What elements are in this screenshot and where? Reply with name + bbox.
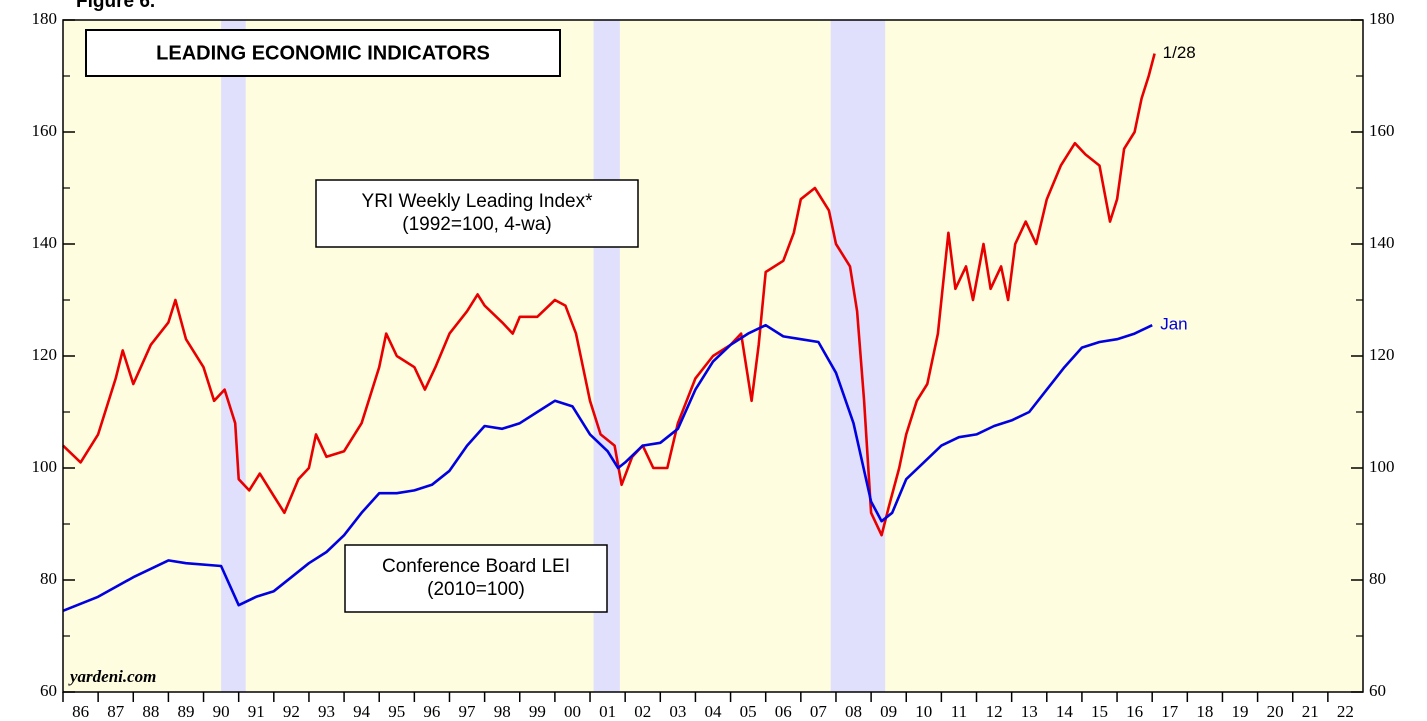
x-tick-label: 22 xyxy=(1337,702,1354,721)
x-tick-label: 92 xyxy=(283,702,300,721)
x-tick-label: 10 xyxy=(915,702,932,721)
x-tick-label: 09 xyxy=(880,702,897,721)
x-tick-label: 98 xyxy=(494,702,511,721)
series-label: YRI Weekly Leading Index* xyxy=(362,191,594,212)
recession-band xyxy=(221,20,246,692)
end-label: 1/28 xyxy=(1163,43,1196,62)
x-tick-label: 86 xyxy=(72,702,89,721)
label-box xyxy=(344,544,608,613)
x-tick-label: 14 xyxy=(1056,702,1074,721)
x-tick-label: 97 xyxy=(459,702,477,721)
x-tick-label: 01 xyxy=(599,702,616,721)
title-box xyxy=(85,29,561,77)
x-tick-label: 95 xyxy=(388,702,405,721)
x-tick-label: 03 xyxy=(669,702,686,721)
x-tick-label: 89 xyxy=(177,702,194,721)
x-tick-label: 13 xyxy=(1021,702,1038,721)
series-note: (1992=100, 4-wa) xyxy=(402,214,551,235)
end-label: Jan xyxy=(1160,315,1187,334)
x-tick-label: 05 xyxy=(740,702,757,721)
x-tick-label: 94 xyxy=(353,702,371,721)
y2-tick-label: 140 xyxy=(1369,233,1395,252)
y-tick-label: 160 xyxy=(32,121,58,140)
x-tick-label: 20 xyxy=(1267,702,1284,721)
series-label: Conference Board LEI xyxy=(382,556,570,577)
x-tick-label: 87 xyxy=(107,702,125,721)
y2-tick-label: 120 xyxy=(1369,345,1395,364)
chart-title: LEADING ECONOMIC INDICATORS xyxy=(156,42,490,64)
x-tick-label: 93 xyxy=(318,702,335,721)
recession-band xyxy=(830,20,886,692)
x-tick-label: 11 xyxy=(951,702,967,721)
y-tick-label: 100 xyxy=(32,457,58,476)
x-tick-label: 12 xyxy=(986,702,1003,721)
x-tick-label: 90 xyxy=(213,702,230,721)
y2-tick-label: 80 xyxy=(1369,569,1386,588)
y2-tick-label: 60 xyxy=(1369,681,1386,700)
y-tick-label: 120 xyxy=(32,345,58,364)
y2-tick-label: 180 xyxy=(1369,9,1395,28)
series-line xyxy=(62,323,1153,613)
y-tick-label: 60 xyxy=(40,681,57,700)
x-tick-label: 21 xyxy=(1302,702,1319,721)
x-tick-label: 19 xyxy=(1232,702,1249,721)
source: yardeni.com xyxy=(68,667,156,686)
x-tick-label: 04 xyxy=(705,702,723,721)
figure-label: Figure 6. xyxy=(76,0,155,12)
x-tick-label: 16 xyxy=(1126,702,1143,721)
y2-tick-label: 100 xyxy=(1369,457,1395,476)
x-tick-label: 18 xyxy=(1196,702,1213,721)
x-tick-label: 07 xyxy=(810,702,828,721)
x-tick-label: 08 xyxy=(845,702,862,721)
series-note: (2010=100) xyxy=(427,579,525,600)
y-tick-label: 140 xyxy=(32,233,58,252)
x-tick-label: 15 xyxy=(1091,702,1108,721)
series-line xyxy=(62,53,1156,537)
x-tick-label: 88 xyxy=(142,702,159,721)
x-tick-label: 00 xyxy=(564,702,581,721)
x-tick-label: 99 xyxy=(529,702,546,721)
y-tick-label: 180 xyxy=(32,9,58,28)
y2-tick-label: 160 xyxy=(1369,121,1395,140)
x-tick-label: 91 xyxy=(248,702,265,721)
x-tick-label: 02 xyxy=(634,702,651,721)
x-tick-label: 96 xyxy=(423,702,440,721)
label-box xyxy=(315,179,639,248)
x-tick-label: 06 xyxy=(775,702,792,721)
y-tick-label: 80 xyxy=(40,569,57,588)
x-tick-label: 17 xyxy=(1161,702,1179,721)
